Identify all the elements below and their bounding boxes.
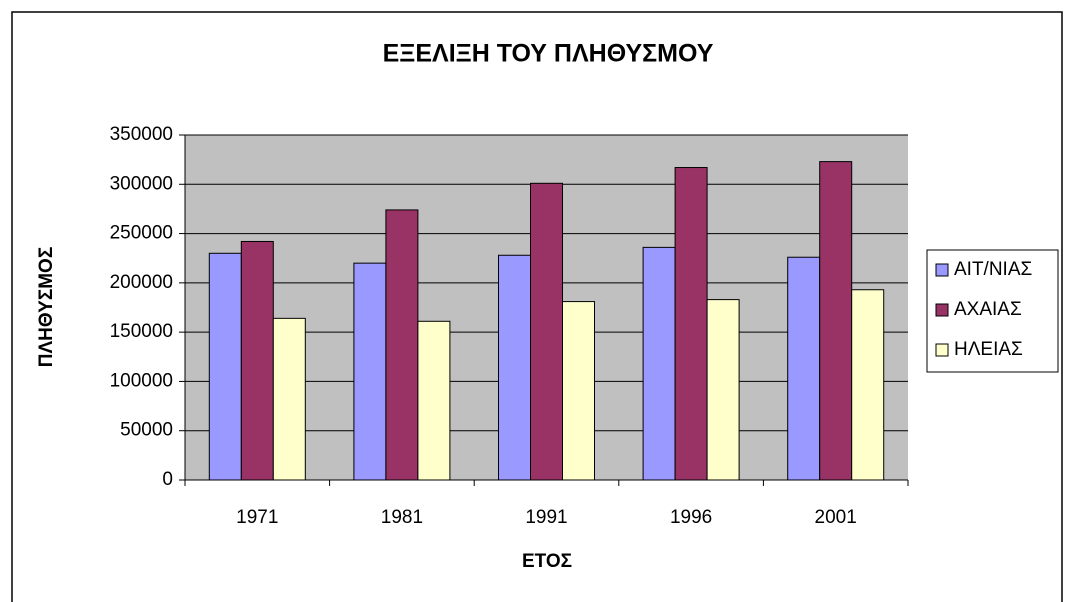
bar: [353, 262, 387, 481]
bar: [819, 161, 853, 481]
y-tick-label: 200000: [110, 272, 173, 293]
legend-swatch: [935, 303, 949, 317]
x-axis-label: ΕΤΟΣ: [522, 551, 572, 572]
y-tick-label: 150000: [110, 321, 173, 342]
bar: [562, 301, 595, 481]
x-tick-label: 1991: [525, 507, 567, 528]
x-tick-label: 1971: [236, 507, 278, 528]
bar: [498, 254, 531, 481]
bar: [674, 167, 708, 481]
y-tick-label: 350000: [110, 124, 173, 145]
legend-label: ΑΧΑΙΑΣ: [954, 299, 1022, 320]
legend-label: ΗΛΕΙΑΣ: [954, 339, 1023, 360]
legend-label: ΑΙΤ/ΝΙΑΣ: [954, 259, 1032, 280]
chart-title: ΕΞΕΛΙΞΗ ΤΟΥ ΠΛΗΘΥΣΜΟΥ: [383, 40, 714, 68]
bar: [642, 246, 676, 481]
y-tick-label: 250000: [110, 223, 173, 244]
y-tick-label: 0: [162, 469, 173, 490]
y-tick-label: 300000: [110, 173, 173, 194]
bar: [417, 320, 451, 481]
legend-swatch: [935, 263, 949, 277]
bar: [530, 182, 563, 481]
bar: [706, 299, 740, 481]
x-tick-label: 1996: [670, 507, 712, 528]
bar: [787, 256, 821, 481]
y-axis-label: ΠΛΗΘΥΣΜΟΣ: [36, 247, 57, 367]
y-tick-label: 100000: [110, 370, 173, 391]
x-tick-label: 1981: [381, 507, 423, 528]
y-tick-label: 50000: [120, 420, 173, 441]
bar: [240, 240, 274, 481]
legend-swatch: [935, 343, 949, 357]
bar: [851, 289, 885, 481]
bar: [385, 209, 419, 481]
bar: [208, 252, 242, 481]
x-tick-label: 2001: [815, 507, 857, 528]
legend: [926, 249, 1059, 373]
bar: [272, 317, 306, 481]
